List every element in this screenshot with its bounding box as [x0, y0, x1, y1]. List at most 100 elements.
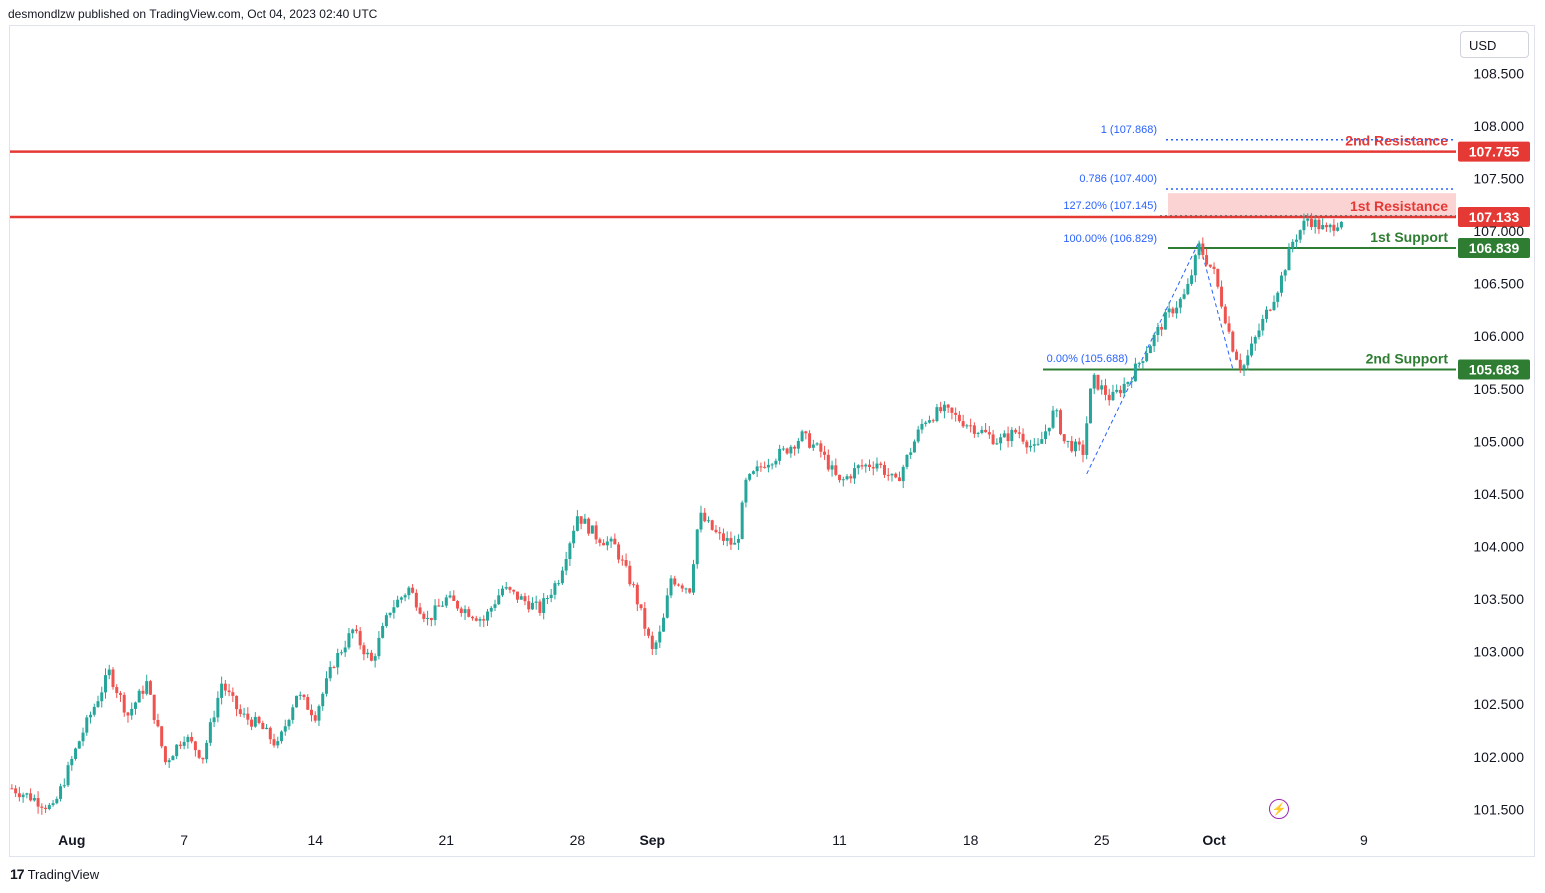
candle-body [759, 466, 763, 468]
candle-body [1276, 292, 1280, 302]
candle-body [44, 807, 48, 810]
candle-body [268, 727, 272, 740]
candle-body [871, 467, 875, 469]
candle-body [343, 647, 347, 653]
candle-body [1103, 385, 1107, 395]
x-tick-label: Sep [639, 832, 665, 848]
currency-button[interactable]: USD [1460, 31, 1529, 58]
candle-body [167, 760, 171, 763]
candle-body [414, 592, 418, 608]
fib-label-5: 0.00% (105.688) [1047, 353, 1128, 365]
candle-body [800, 431, 804, 442]
candle-body [1324, 225, 1328, 228]
candle-body [1227, 323, 1231, 332]
candle-body [718, 532, 722, 534]
candle-body [897, 477, 901, 482]
candle-body [227, 690, 231, 693]
candle-body [602, 542, 606, 546]
candle-body [545, 598, 549, 600]
candle-body [486, 611, 490, 621]
candle-body [984, 429, 988, 433]
candle-body [1178, 298, 1182, 308]
candle-body [710, 520, 714, 530]
candle-body [950, 407, 954, 413]
fib-label-1: 1 (107.868) [1101, 124, 1157, 136]
candle-body [392, 607, 396, 613]
candle-body [699, 512, 703, 530]
candle-body [538, 601, 542, 613]
candle-body [238, 709, 242, 715]
candle-body [1156, 327, 1160, 335]
candle-body [1212, 266, 1216, 269]
candle-body [1047, 427, 1051, 432]
candle-body [351, 629, 355, 634]
price-tag-label-2: 107.133 [1469, 209, 1520, 225]
candle-body [527, 601, 531, 610]
candle-body [515, 591, 519, 600]
candle-body [66, 765, 70, 786]
candle-body [946, 404, 950, 408]
candle-body [257, 716, 261, 723]
y-tick-label: 105.500 [1473, 381, 1524, 397]
candle-body [598, 539, 602, 543]
candle-body [1036, 443, 1040, 445]
candle-body [115, 687, 119, 694]
candle-body [418, 607, 422, 614]
candle-body [1328, 224, 1332, 228]
candle-body [396, 599, 400, 608]
candle-body [774, 460, 778, 465]
price-tag-label-4: 105.683 [1469, 362, 1520, 378]
x-tick-label: 9 [1360, 832, 1368, 848]
candle-body [1130, 381, 1134, 383]
candle-body [265, 727, 269, 730]
candle-body [1006, 433, 1010, 442]
candle-body [1306, 218, 1310, 221]
candle-body [1032, 444, 1036, 446]
candle-body [272, 739, 276, 746]
candle-body [1336, 227, 1340, 231]
candle-body [1059, 410, 1063, 435]
candle-body [804, 431, 808, 434]
candle-body [905, 454, 909, 467]
candle-body [283, 726, 287, 732]
candle-body [148, 681, 152, 695]
candle-body [647, 628, 651, 636]
candle-body [384, 615, 388, 626]
candle-body [808, 433, 812, 448]
x-tick-label: 11 [832, 832, 847, 848]
level-label-3: 1st Support [1370, 229, 1448, 245]
candle-body [939, 407, 943, 412]
candle-body [253, 716, 257, 727]
candle-body [1171, 308, 1175, 314]
candle-body [504, 587, 508, 589]
candle-body [894, 473, 898, 478]
candle-body [1186, 283, 1190, 295]
candle-body [912, 441, 916, 453]
candle-body [617, 544, 621, 560]
candle-body [1291, 241, 1295, 249]
candle-body [287, 719, 291, 727]
candle-body [684, 588, 688, 590]
candle-body [849, 476, 853, 479]
candle-body [557, 583, 561, 585]
candle-body [1107, 394, 1111, 401]
candle-body [1029, 445, 1033, 448]
candle-body [156, 719, 160, 727]
candle-body [853, 468, 857, 479]
candle-body [882, 465, 886, 475]
candle-body [1062, 434, 1066, 442]
alert-lightning-icon[interactable]: ⚡ [1269, 799, 1289, 819]
candle-body [40, 806, 44, 808]
candle-body [886, 474, 890, 476]
candle-body [987, 432, 991, 435]
x-tick-label: 28 [570, 832, 586, 848]
x-tick-label: Oct [1202, 832, 1226, 848]
candle-body [459, 608, 463, 614]
candle-body [429, 617, 433, 621]
candle-body [321, 693, 325, 707]
candle-body [508, 587, 512, 590]
candle-body [1017, 432, 1021, 434]
candle-body [92, 706, 96, 715]
candle-body [171, 756, 175, 761]
